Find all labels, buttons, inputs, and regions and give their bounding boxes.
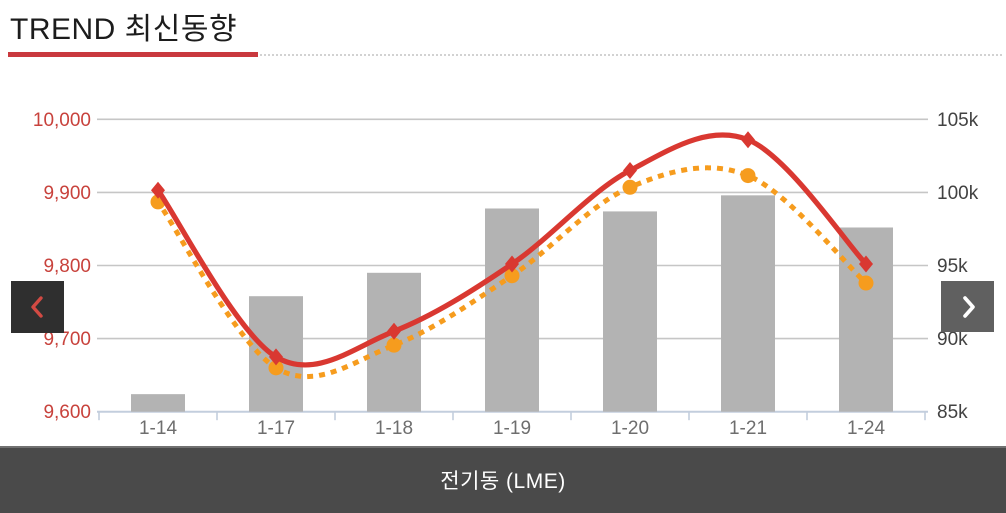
series-title-bar: 전기동 (LME)	[0, 446, 1006, 513]
chevron-left-icon	[30, 296, 43, 318]
x-axis-label: 1-17	[257, 418, 295, 439]
x-axis-label: 1-21	[729, 418, 767, 439]
right-axis-label: 95k	[937, 256, 968, 277]
bar	[485, 208, 539, 412]
bar	[721, 195, 775, 412]
page-title: TREND 최신동향	[10, 13, 238, 46]
left-axis-label: 10,000	[33, 110, 91, 131]
right-axis-label: 105k	[937, 110, 979, 131]
right-axis-label: 85k	[937, 402, 968, 423]
right-axis-label: 100k	[937, 183, 979, 204]
left-axis-label: 9,800	[43, 256, 91, 277]
dotted-line-marker	[268, 360, 284, 376]
series-title-label: 전기동 (LME)	[440, 469, 566, 493]
solid-line-marker	[269, 348, 283, 366]
x-axis-label: 1-20	[611, 418, 649, 439]
solid-line-marker	[623, 161, 637, 179]
title-underline-dotted	[260, 54, 1002, 56]
bar	[603, 211, 657, 412]
dotted-line-marker	[504, 268, 520, 284]
right-axis-label: 90k	[937, 329, 968, 350]
dotted-line-marker	[740, 168, 756, 184]
solid-line-marker	[859, 255, 873, 273]
solid-line-marker	[505, 255, 519, 273]
bar	[131, 394, 185, 412]
dotted-line-marker	[386, 337, 402, 353]
next-button[interactable]	[941, 281, 994, 332]
title-underline	[8, 52, 258, 57]
x-axis-label: 1-14	[139, 418, 177, 439]
x-axis-label: 1-19	[493, 418, 531, 439]
solid-line-marker	[151, 181, 165, 199]
dotted-line-marker	[622, 179, 638, 195]
left-axis-label: 9,600	[43, 402, 91, 423]
bar	[839, 227, 893, 412]
left-axis-label: 9,900	[43, 183, 91, 204]
dotted-line-marker	[858, 275, 874, 291]
prev-button[interactable]	[11, 281, 64, 333]
x-axis-label: 1-24	[847, 418, 885, 439]
left-axis-label: 9,700	[43, 329, 91, 350]
chevron-right-icon	[962, 295, 975, 318]
solid-line-marker	[741, 131, 755, 149]
solid-line-marker	[387, 322, 401, 340]
x-axis-label: 1-18	[375, 418, 413, 439]
